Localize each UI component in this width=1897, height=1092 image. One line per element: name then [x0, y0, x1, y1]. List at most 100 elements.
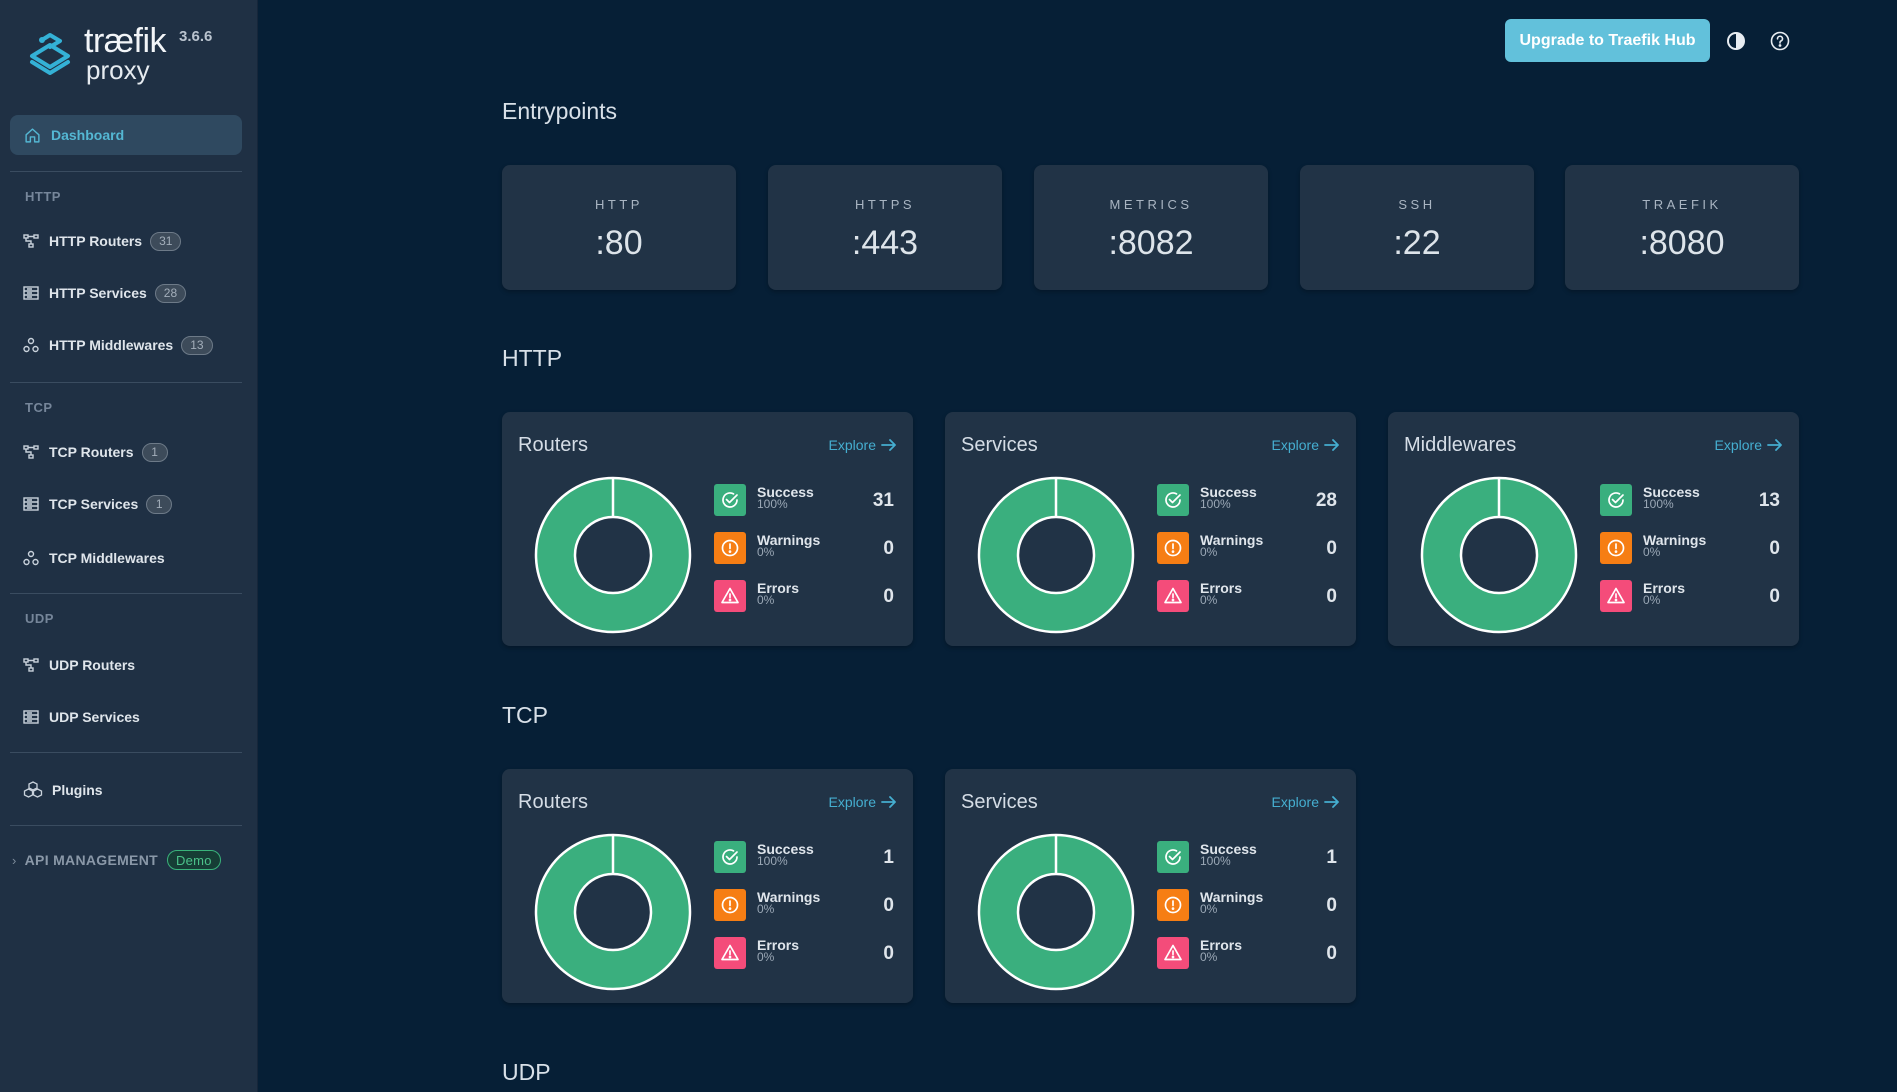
legend-success: Success 100% 31 [714, 484, 894, 516]
legend-label: Errors [757, 580, 800, 596]
explore-label: Explore [1714, 437, 1762, 453]
routers-icon [22, 443, 40, 461]
explore-link[interactable]: Explore [829, 437, 897, 453]
upgrade-button[interactable]: Upgrade to Traefik Hub [1505, 19, 1710, 62]
sidebar-item-label: Dashboard [51, 127, 125, 143]
legend-percent: 100% [757, 497, 788, 511]
count-badge: 13 [181, 335, 213, 355]
legend-percent: 0% [757, 545, 775, 559]
legend-errors: Errors 0% 0 [714, 937, 894, 969]
card-title: Services [961, 434, 1038, 456]
entrypoint-name: HTTPS [854, 197, 916, 212]
entrypoint-name: TRAEFIK [1642, 197, 1722, 212]
explore-link[interactable]: Explore [829, 794, 897, 810]
sidebar-item-tcp-routers[interactable]: TCP Routers 1 [22, 440, 168, 464]
status-donut-chart [1420, 476, 1578, 634]
legend-percent: 100% [757, 854, 788, 868]
chevron-right-icon: › [12, 852, 17, 868]
arrow-right-icon [1324, 439, 1340, 451]
warning-icon [1157, 889, 1189, 921]
sidebar-item-udp-services[interactable]: UDP Services [22, 705, 140, 729]
legend-count: 0 [883, 895, 894, 916]
legend-label: Warnings [1200, 532, 1264, 548]
legend-warnings: Warnings 0% 0 [1157, 532, 1337, 564]
help-button[interactable] [1768, 29, 1792, 53]
sidebar-item-udp-routers[interactable]: UDP Routers [22, 653, 135, 677]
legend-percent: 0% [757, 593, 775, 607]
warning-icon [1600, 532, 1632, 564]
status-donut-chart [534, 476, 692, 634]
donut-slice-success [534, 476, 692, 634]
legend-count: 0 [1326, 586, 1337, 607]
middlewares-icon [22, 336, 40, 354]
success-icon [714, 484, 746, 516]
sidebar-item-label: TCP Middlewares [49, 550, 165, 566]
legend-percent: 100% [1643, 497, 1674, 511]
theme-toggle-button[interactable] [1724, 29, 1748, 53]
entrypoint-port: :443 [851, 224, 919, 262]
entrypoint-card: METRICS :8082 [1034, 165, 1268, 290]
entrypoints-heading: Entrypoints [502, 98, 618, 124]
legend-label: Success [757, 841, 814, 857]
legend-label: Success [757, 484, 814, 500]
sidebar-item-label: API MANAGEMENT [24, 852, 158, 868]
sidebar-item-label: HTTP Services [49, 285, 147, 301]
traefik-logo[interactable]: træfik proxy 3.6.6 [26, 24, 236, 88]
legend-label: Errors [757, 937, 800, 953]
entrypoint-port: :8082 [1108, 224, 1194, 262]
legend-label: Success [1643, 484, 1700, 500]
sidebar-item-http-routers[interactable]: HTTP Routers 31 [22, 229, 182, 253]
entrypoint-card: HTTP :80 [502, 165, 736, 290]
sidebar-item-tcp-middlewares[interactable]: TCP Middlewares [22, 546, 165, 570]
sidebar-item-tcp-services[interactable]: TCP Services 1 [22, 492, 173, 516]
explore-link[interactable]: Explore [1272, 794, 1340, 810]
divider [10, 171, 242, 172]
legend-count: 0 [1326, 895, 1337, 916]
legend-percent: 0% [1200, 902, 1218, 916]
error-icon [714, 580, 746, 612]
help-icon [1770, 31, 1790, 51]
legend-count: 1 [883, 847, 894, 868]
error-icon [714, 937, 746, 969]
legend-count: 0 [883, 943, 894, 964]
sidebar-item-http-middlewares[interactable]: HTTP Middlewares 13 [22, 333, 213, 357]
sidebar-item-label: Plugins [52, 782, 103, 798]
services-icon [22, 495, 40, 513]
legend-label: Errors [1643, 580, 1686, 596]
legend-warnings: Warnings 0% 0 [1600, 532, 1780, 564]
success-icon [1157, 841, 1189, 873]
explore-link[interactable]: Explore [1272, 437, 1340, 453]
product-name: proxy [86, 55, 150, 85]
legend-success: Success 100% 13 [1600, 484, 1780, 516]
sidebar-item-label: TCP Services [49, 496, 139, 512]
explore-link[interactable]: Explore [1715, 437, 1783, 453]
legend-label: Warnings [1643, 532, 1707, 548]
legend-label: Errors [1200, 580, 1243, 596]
entrypoint-card: HTTPS :443 [768, 165, 1002, 290]
donut-slice-success [977, 833, 1135, 991]
legend-count: 1 [1326, 847, 1337, 868]
count-badge: 28 [154, 283, 187, 303]
services-icon [22, 708, 40, 726]
legend-percent: 100% [1200, 497, 1231, 511]
entrypoint-card: SSH :22 [1300, 165, 1534, 290]
routers-icon [22, 232, 40, 250]
legend-percent: 100% [1200, 854, 1231, 868]
sidebar-item-api-management[interactable]: › API MANAGEMENT Demo [12, 850, 221, 870]
entrypoint-name: HTTP [595, 197, 643, 212]
sidebar-item-http-services[interactable]: HTTP Services 28 [22, 281, 187, 305]
card-title: Routers [518, 791, 589, 813]
legend-percent: 0% [757, 902, 775, 916]
plugins-icon [22, 781, 44, 799]
version-label: 3.6.6 [179, 28, 213, 45]
legend-count: 0 [1326, 538, 1337, 559]
sidebar-item-dashboard[interactable]: Dashboard [10, 115, 242, 155]
traefik-logo-icon [30, 33, 70, 75]
legend-label: Warnings [1200, 889, 1264, 905]
http-heading: HTTP [502, 345, 563, 371]
legend-label: Success [1200, 841, 1257, 857]
success-icon [1157, 484, 1189, 516]
legend-errors: Errors 0% 0 [1157, 580, 1337, 612]
legend-count: 0 [883, 538, 894, 559]
sidebar-item-plugins[interactable]: Plugins [22, 778, 103, 802]
